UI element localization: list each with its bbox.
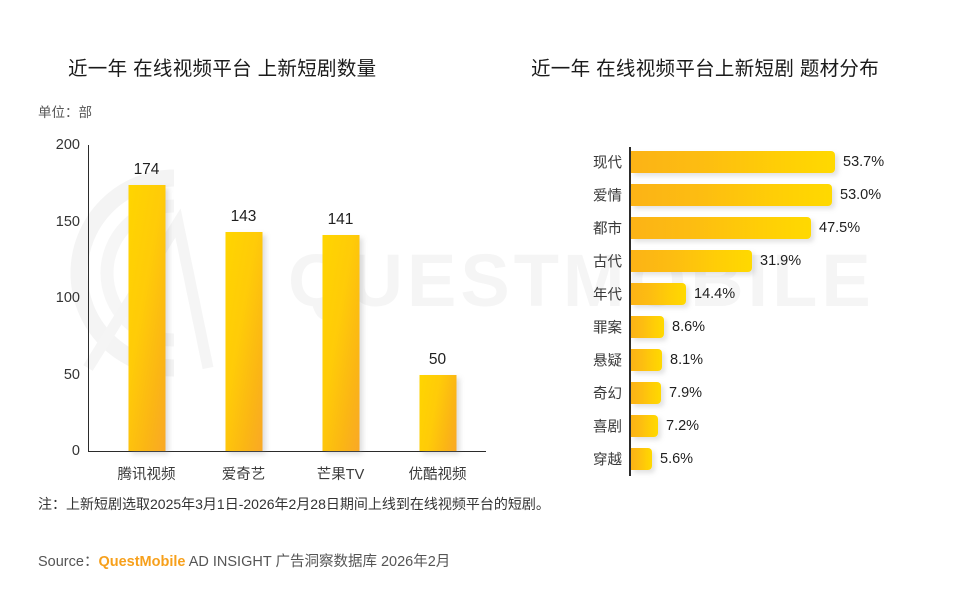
hbar-label-romance: 爱情 bbox=[593, 188, 622, 205]
y-axis-tick-0: 0 bbox=[71, 443, 80, 459]
hbar-urban[interactable] bbox=[631, 217, 811, 239]
hbar-label-crime: 罪案 bbox=[593, 320, 622, 337]
hbar-label-period: 年代 bbox=[593, 287, 622, 304]
bar-value-youku: 50 bbox=[428, 350, 447, 368]
hbar-row-period[interactable]: 年代 14.4% bbox=[540, 283, 940, 305]
left-chart-title: 近一年 在线视频平台 上新短剧数量 bbox=[68, 58, 377, 80]
bar-category-tencent: 腾讯视频 bbox=[117, 467, 176, 483]
bar-iqiyi[interactable]: 143 bbox=[225, 208, 262, 451]
bar-group-youku[interactable]: 50 优酷视频 bbox=[389, 145, 486, 484]
hbar-row-crime[interactable]: 罪案 8.6% bbox=[540, 316, 940, 338]
bar-category-youku: 优酷视频 bbox=[408, 467, 467, 483]
hbar-crime[interactable] bbox=[631, 316, 664, 338]
bar-mangotv[interactable]: 141 bbox=[322, 211, 359, 451]
hbar-modern[interactable] bbox=[631, 151, 835, 173]
hbar-value-romance: 53.0% bbox=[840, 187, 882, 203]
hbar-row-comedy[interactable]: 喜剧 7.2% bbox=[540, 415, 940, 437]
horizontal-bar-chart: 近一年 在线视频平台上新短剧 题材分布 现代 53.7% 爱情 53.0% 都市… bbox=[531, 58, 940, 476]
source-prefix: Source： bbox=[38, 554, 99, 570]
hbar-value-ancient: 31.9% bbox=[760, 253, 802, 269]
source-line: Source：QuestMobile AD INSIGHT 广告洞察数据库 20… bbox=[38, 550, 450, 571]
bar-value-mangotv: 141 bbox=[327, 211, 354, 229]
hbar-row-fantasy[interactable]: 奇幻 7.9% bbox=[540, 382, 940, 404]
hbar-label-ancient: 古代 bbox=[593, 254, 622, 271]
hbar-row-timetravel[interactable]: 穿越 5.6% bbox=[540, 448, 940, 470]
hbar-row-ancient[interactable]: 古代 31.9% bbox=[540, 250, 940, 272]
hbar-fantasy[interactable] bbox=[631, 382, 661, 404]
hbar-value-fantasy: 7.9% bbox=[669, 385, 703, 401]
bar-value-iqiyi: 143 bbox=[230, 208, 257, 226]
right-chart-title: 近一年 在线视频平台上新短剧 题材分布 bbox=[531, 58, 880, 80]
hbar-value-crime: 8.6% bbox=[672, 319, 706, 335]
hbar-value-comedy: 7.2% bbox=[666, 418, 700, 434]
bar-category-mangotv: 芒果TV bbox=[316, 467, 365, 483]
bar-youku[interactable]: 50 bbox=[419, 351, 456, 451]
hbar-value-timetravel: 5.6% bbox=[660, 451, 694, 467]
hbar-suspense[interactable] bbox=[631, 349, 662, 371]
source-brand: QuestMobile bbox=[98, 554, 186, 570]
hbar-period[interactable] bbox=[631, 283, 686, 305]
bar-group-iqiyi[interactable]: 143 爱奇艺 bbox=[195, 145, 292, 483]
y-axis-tick-200: 200 bbox=[55, 137, 80, 153]
hbar-row-urban[interactable]: 都市 47.5% bbox=[540, 217, 940, 239]
right-chart-axis bbox=[629, 147, 631, 476]
left-chart-unit-label: 单位：部 bbox=[38, 105, 92, 120]
bar-group-mangotv[interactable]: 141 芒果TV bbox=[292, 145, 389, 483]
hbar-label-modern: 现代 bbox=[593, 155, 622, 172]
hbar-timetravel[interactable] bbox=[631, 448, 652, 470]
hbar-label-fantasy: 奇幻 bbox=[593, 386, 622, 403]
hbar-ancient[interactable] bbox=[631, 250, 752, 272]
hbar-value-suspense: 8.1% bbox=[670, 352, 704, 368]
hbar-label-comedy: 喜剧 bbox=[593, 419, 622, 436]
hbar-label-suspense: 悬疑 bbox=[593, 353, 622, 370]
hbar-value-modern: 53.7% bbox=[843, 154, 885, 170]
hbar-row-suspense[interactable]: 悬疑 8.1% bbox=[540, 349, 940, 371]
hbar-row-romance[interactable]: 爱情 53.0% bbox=[540, 184, 940, 206]
hbar-row-modern[interactable]: 现代 53.7% bbox=[540, 151, 940, 173]
hbar-label-urban: 都市 bbox=[593, 221, 622, 238]
source-rest: AD INSIGHT 广告洞察数据库 2026年2月 bbox=[185, 554, 451, 570]
footnote: 注：上新短剧选取2025年3月1日-2026年2月28日期间上线到在线视频平台的… bbox=[38, 496, 550, 512]
bar-category-iqiyi: 爱奇艺 bbox=[221, 467, 266, 483]
hbar-value-urban: 47.5% bbox=[819, 220, 861, 236]
hbar-romance[interactable] bbox=[631, 184, 832, 206]
hbar-label-timetravel: 穿越 bbox=[593, 452, 622, 469]
hbar-value-period: 14.4% bbox=[694, 286, 736, 302]
hbar-comedy[interactable] bbox=[631, 415, 658, 437]
